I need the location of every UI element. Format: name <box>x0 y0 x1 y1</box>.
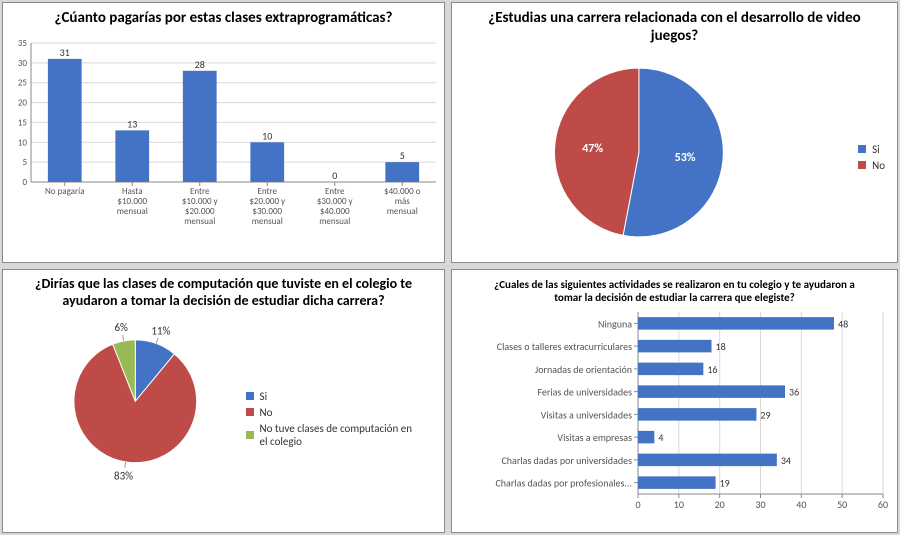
svg-text:19: 19 <box>720 477 730 490</box>
legend-item: Si <box>858 143 885 156</box>
svg-text:10: 10 <box>18 137 28 148</box>
svg-text:53%: 53% <box>675 151 696 165</box>
svg-text:mensual: mensual <box>117 206 148 217</box>
svg-text:6%: 6% <box>114 321 128 334</box>
svg-text:34: 34 <box>781 454 791 467</box>
svg-text:47%: 47% <box>582 142 603 156</box>
svg-text:40: 40 <box>796 498 806 511</box>
legend-swatch <box>858 145 866 153</box>
svg-text:25: 25 <box>18 78 28 89</box>
svg-text:mensual: mensual <box>184 216 215 227</box>
pie-top-svg: 53% 47% <box>452 47 897 258</box>
legend-label: No tuve clases de computación en el cole… <box>260 422 416 448</box>
svg-text:mensual: mensual <box>387 206 418 217</box>
hbar-chart-title: ¿Cuales de las siguientes actividades se… <box>452 270 897 306</box>
svg-text:28: 28 <box>195 58 205 71</box>
svg-text:10: 10 <box>674 498 684 511</box>
legend-item: Si <box>246 390 416 403</box>
panel-pie-bottom: ¿Dirías que las clases de computación qu… <box>2 269 445 533</box>
hbar <box>638 340 712 353</box>
svg-text:20: 20 <box>18 98 28 109</box>
legend-label: Si <box>260 390 268 403</box>
svg-text:0: 0 <box>332 169 337 182</box>
svg-text:0: 0 <box>22 177 27 188</box>
legend-swatch <box>246 431 254 439</box>
svg-text:30: 30 <box>18 58 28 69</box>
panel-pie-top: ¿Estudias una carrera relacionada con el… <box>451 2 898 263</box>
pie-top-title: ¿Estudias una carrera relacionada con el… <box>452 3 897 47</box>
hbar <box>638 386 785 399</box>
svg-text:10: 10 <box>262 129 272 142</box>
legend-item: No <box>858 159 885 172</box>
svg-text:Charlas dadas por universidade: Charlas dadas por universidades <box>501 454 632 467</box>
svg-text:Charlas dadas por profesionale: Charlas dadas por profesionales... <box>495 477 632 490</box>
hbar <box>638 477 716 490</box>
svg-text:20: 20 <box>715 498 725 511</box>
svg-text:36: 36 <box>789 386 799 399</box>
hbar <box>638 317 834 330</box>
svg-text:Ninguna: Ninguna <box>598 318 632 331</box>
bar <box>115 130 149 182</box>
svg-text:11%: 11% <box>151 324 170 337</box>
legend-swatch <box>246 408 254 416</box>
svg-text:83%: 83% <box>114 469 133 482</box>
legend-item: No tuve clases de computación en el cole… <box>246 422 416 448</box>
svg-text:0: 0 <box>635 498 640 511</box>
hbar <box>638 408 756 421</box>
legend-item: No <box>246 406 416 419</box>
legend-label: Si <box>872 143 880 156</box>
legend-swatch <box>858 161 866 169</box>
svg-text:29: 29 <box>760 409 770 422</box>
bar <box>385 162 419 182</box>
svg-text:No pagaría: No pagaría <box>45 186 85 197</box>
svg-text:5: 5 <box>400 149 405 162</box>
bar <box>183 71 217 182</box>
svg-text:50: 50 <box>837 498 847 511</box>
svg-text:30: 30 <box>755 498 765 511</box>
svg-text:4: 4 <box>658 432 663 445</box>
svg-text:16: 16 <box>707 363 717 376</box>
svg-text:Ferias de universidades: Ferias de universidades <box>537 386 632 399</box>
svg-text:13: 13 <box>127 117 137 130</box>
pie-bottom-legend: Si No No tuve clases de computación en el … <box>246 387 416 451</box>
pie-top-legend: Si No <box>858 140 885 175</box>
hbar <box>638 431 654 444</box>
svg-text:35: 35 <box>18 38 28 49</box>
pie-bottom-title: ¿Dirías que las clases de computación qu… <box>3 270 444 312</box>
hbar-chart-svg: 0 10 20 30 40 50 60 48 Ninguna 18 Clases o tallere… <box>452 306 897 516</box>
svg-text:Visitas a universidades: Visitas a universidades <box>541 409 632 422</box>
bar <box>250 142 284 182</box>
legend-label: No <box>872 159 885 172</box>
svg-text:60: 60 <box>878 498 888 511</box>
svg-text:48: 48 <box>838 318 848 331</box>
svg-text:31: 31 <box>60 46 70 59</box>
svg-text:mensual: mensual <box>319 216 350 227</box>
svg-text:Visitas a empresas: Visitas a empresas <box>557 432 632 445</box>
legend-label: No <box>260 406 273 419</box>
panel-hbar-chart: ¿Cuales de las siguientes actividades se… <box>451 269 898 533</box>
svg-text:18: 18 <box>716 341 726 354</box>
svg-text:Jornadas de orientación: Jornadas de orientación <box>535 363 632 376</box>
bar-chart-title: ¿Cúanto pagarías por estas clases extrap… <box>3 3 444 29</box>
bar <box>48 59 82 182</box>
svg-text:mensual: mensual <box>252 216 283 227</box>
bar-chart-svg: 0510152025303531No pagaría13Hasta$10.000… <box>3 29 444 240</box>
svg-text:5: 5 <box>22 157 27 168</box>
legend-swatch <box>246 392 254 400</box>
hbar <box>638 363 703 376</box>
svg-text:Clases o talleres extracurricu: Clases o talleres extracurriculares <box>497 341 632 354</box>
hbar <box>638 454 777 467</box>
svg-text:15: 15 <box>18 117 28 128</box>
panel-bar-chart: ¿Cúanto pagarías por estas clases extrap… <box>2 2 445 263</box>
